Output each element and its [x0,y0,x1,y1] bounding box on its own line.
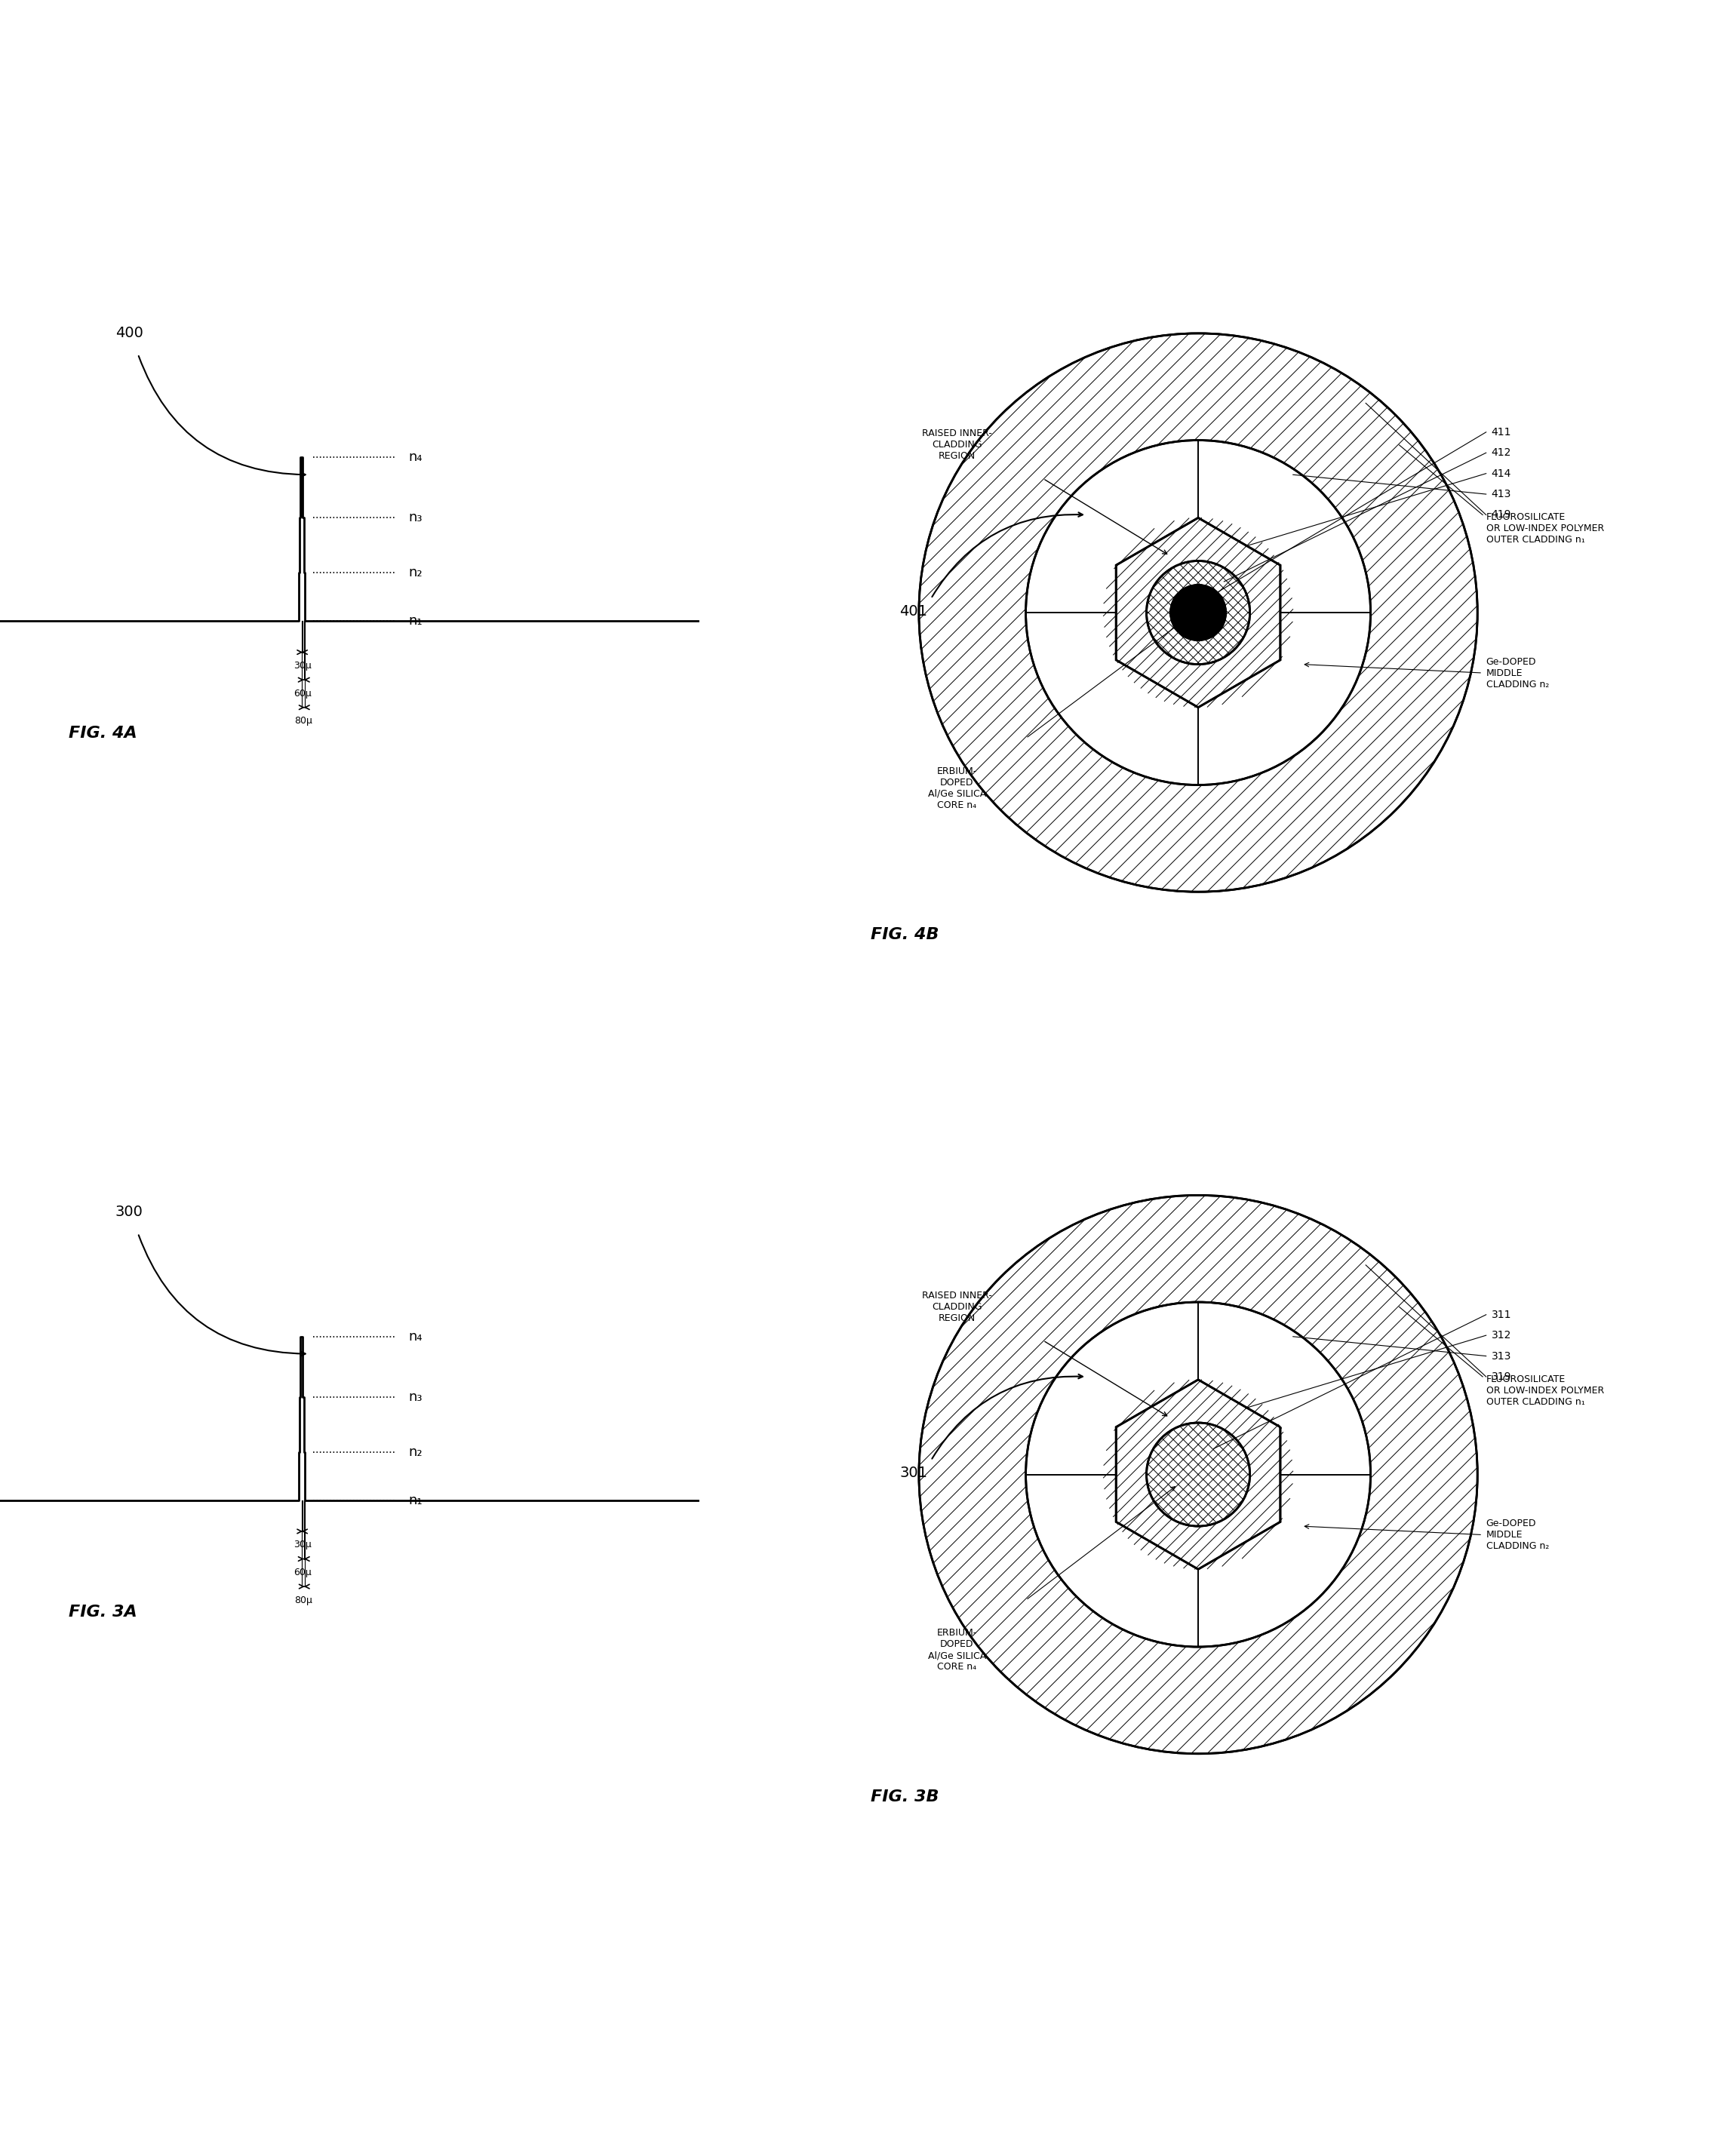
Circle shape [1146,561,1250,664]
Text: ERBIUM-
DOPED
Al/Ge SILICA
CORE n₄: ERBIUM- DOPED Al/Ge SILICA CORE n₄ [928,765,986,811]
Text: n₂: n₂ [409,1445,422,1460]
Text: 414: 414 [1491,468,1512,479]
Text: 400: 400 [116,326,143,341]
Circle shape [919,1194,1477,1753]
Text: Ge-DOPED
MIDDLE
CLADDING n₂: Ge-DOPED MIDDLE CLADDING n₂ [1486,1518,1548,1550]
Text: 312: 312 [1491,1330,1512,1341]
Text: n₁: n₁ [409,1494,422,1507]
Text: n₁: n₁ [409,614,422,627]
Polygon shape [300,457,303,517]
Text: RAISED INNER-
CLADDING
REGION: RAISED INNER- CLADDING REGION [922,1291,991,1324]
Text: 60μ: 60μ [293,1567,312,1578]
Text: FIG. 4B: FIG. 4B [871,927,940,942]
Text: n₃: n₃ [409,511,422,524]
Text: n₃: n₃ [1200,1335,1214,1350]
Text: FLUOROSILICATE
OR LOW-INDEX POLYMER
OUTER CLADDING n₁: FLUOROSILICATE OR LOW-INDEX POLYMER OUTE… [1486,1376,1603,1408]
Circle shape [1026,440,1371,785]
Text: 413: 413 [1491,489,1512,500]
Text: 30μ: 30μ [293,1539,312,1550]
Text: 311: 311 [1491,1309,1512,1319]
Text: FLUOROSILICATE
OR LOW-INDEX POLYMER
OUTER CLADDING n₁: FLUOROSILICATE OR LOW-INDEX POLYMER OUTE… [1486,513,1603,545]
Text: FIG. 4A: FIG. 4A [69,727,138,742]
Circle shape [1146,1423,1250,1526]
Text: 60μ: 60μ [293,688,312,699]
Text: FIG. 3A: FIG. 3A [69,1604,138,1619]
Text: 313: 313 [1491,1352,1512,1360]
Text: n₄: n₄ [409,451,422,464]
Text: 80μ: 80μ [295,1595,312,1604]
Text: 300: 300 [116,1205,143,1220]
Text: 80μ: 80μ [295,716,312,727]
Polygon shape [1115,1380,1281,1570]
Text: 30μ: 30μ [293,662,312,671]
Text: 301: 301 [900,1466,928,1481]
Text: Ge-DOPED
MIDDLE
CLADDING n₂: Ge-DOPED MIDDLE CLADDING n₂ [1486,658,1548,690]
Text: FIG. 3B: FIG. 3B [871,1789,940,1805]
Circle shape [1171,584,1226,640]
Text: n₄: n₄ [409,1330,422,1343]
Text: 319: 319 [1491,1371,1512,1382]
Text: RAISED INNER-
CLADDING
REGION: RAISED INNER- CLADDING REGION [922,429,991,461]
Circle shape [919,334,1477,893]
Text: n₃: n₃ [1200,472,1214,487]
Text: ERBIUM-
DOPED
Al/Ge SILICA
CORE n₄: ERBIUM- DOPED Al/Ge SILICA CORE n₄ [928,1628,986,1671]
Text: n₂: n₂ [409,567,422,580]
Circle shape [1026,1302,1371,1647]
Polygon shape [1115,517,1281,707]
Text: 412: 412 [1491,448,1512,457]
Text: n₃: n₃ [409,1391,422,1404]
Text: 401: 401 [900,604,928,619]
Text: 419: 419 [1491,509,1512,520]
Text: 411: 411 [1491,427,1512,438]
